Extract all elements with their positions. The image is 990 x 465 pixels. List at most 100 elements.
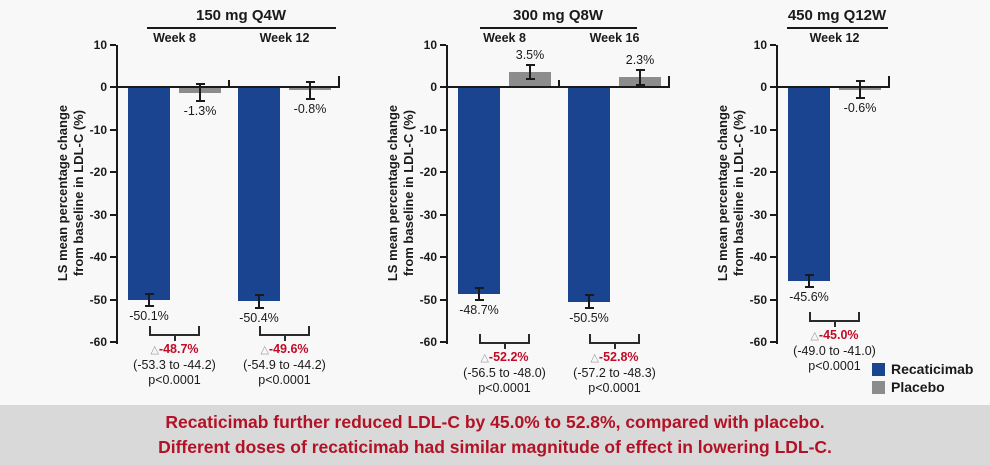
panel-150-mg-q4w-title: 150 mg Q4W bbox=[195, 7, 287, 24]
panel-300-mg-q8w-y-tick bbox=[440, 128, 446, 131]
panel-450-mg-q12w-bracket-end bbox=[858, 312, 860, 320]
panel-450-mg-q12w-placebo-error-cap bbox=[855, 97, 865, 100]
panel-150-mg-q4w-y-tick bbox=[110, 256, 116, 258]
panel-300-mg-q8w-y-tick bbox=[440, 86, 446, 88]
panel-450-mg-q12w-bracket-end bbox=[809, 312, 811, 320]
panel-150-mg-q4w-bracket-end bbox=[198, 326, 200, 334]
panel-300-mg-q8w-y-tick-label: -30 bbox=[419, 207, 437, 222]
panel-150-mg-q4w-y-axis-title: LS mean percentage change from baseline i… bbox=[55, 104, 86, 282]
panel-450-mg-q12w-recaticimab-error-cap bbox=[804, 273, 814, 276]
panel-450-mg-q12w-y-tick-label: -10 bbox=[749, 122, 767, 137]
panel-150-mg-q4w-bracket-end bbox=[308, 326, 310, 334]
panel-450-mg-q12w-y-tick-label: -40 bbox=[749, 250, 767, 264]
open-triangle-delta-icon: △ bbox=[480, 352, 489, 364]
panel-150-mg-q4w-bracket-end bbox=[259, 326, 261, 334]
panel-300-mg-q8w-week-label: Week 8 bbox=[483, 31, 526, 45]
panel-150-mg-q4w-bar-recaticimab bbox=[128, 88, 170, 300]
panel-450-mg-q12w-y-tick-label: 0 bbox=[760, 80, 767, 94]
panel-150-mg-q4w-placebo-error-bar bbox=[199, 84, 201, 102]
panel-300-mg-q8w-recaticimab-value-label: -50.5% bbox=[569, 311, 609, 325]
panel-150-mg-q4w-bracket-end bbox=[149, 326, 151, 334]
panel-150-mg-q4w-y-tick bbox=[110, 86, 116, 88]
panel-300-mg-q8w-zero-baseline bbox=[448, 86, 670, 88]
panel-150-mg-q4w-y-tick-label: 10 bbox=[93, 37, 107, 52]
panel-300-mg-q8w-y-tick bbox=[440, 213, 446, 216]
panel-150-mg-q4w-placebo-error-cap bbox=[305, 97, 315, 100]
panel-150-mg-q4w-difference-annotation: △-49.6% (-54.9 to -44.2) p<0.0001 bbox=[243, 342, 326, 387]
panel-300-mg-q8w-y-tick-label: 0 bbox=[430, 80, 437, 94]
panel-150-mg-q4w-recaticimab-error-cap bbox=[144, 292, 154, 295]
panel-450-mg-q12w-y-tick-label: -20 bbox=[749, 165, 767, 179]
panel-150-mg-q4w-recaticimab-error-bar bbox=[148, 293, 150, 307]
panel-450-mg-q12w-y-tick bbox=[770, 341, 776, 343]
panel-450-mg-q12w-title-underline bbox=[787, 27, 888, 29]
panel-450-mg-q12w-title: 450 mg Q12W bbox=[787, 7, 887, 24]
panel-450-mg-q12w-zero-baseline bbox=[778, 86, 890, 88]
panel-150-mg-q4w-bracket-pointer bbox=[283, 334, 286, 341]
panel-300-mg-q8w-y-tick bbox=[440, 43, 446, 46]
panel-150-mg-q4w-group-separator-tick bbox=[228, 80, 230, 86]
panel-300-mg-q8w-recaticimab-error-cap bbox=[584, 307, 594, 309]
panel-450-mg-q12w-bracket-pointer bbox=[833, 320, 836, 327]
panel-300-mg-q8w-y-tick bbox=[440, 341, 446, 343]
panel-150-mg-q4w-y-tick bbox=[110, 43, 116, 46]
panel-300-mg-q8w-recaticimab-value-label: -48.7% bbox=[459, 302, 499, 317]
panel-300-mg-q8w-bar-recaticimab bbox=[458, 88, 500, 294]
panel-150-mg-q4w-y-tick bbox=[110, 213, 116, 216]
panel-150-mg-q4w-axis-end-tick bbox=[338, 76, 340, 86]
summary-line-2: Different doses of recaticimab had simil… bbox=[158, 437, 832, 457]
panel-450-mg-q12w-y-tick bbox=[770, 128, 776, 131]
recaticimab-swatch-icon bbox=[872, 362, 885, 376]
panel-300-mg-q8w-y-axis-title: LS mean percentage change from baseline i… bbox=[385, 104, 416, 282]
panel-150-mg-q4w-y-tick-label: -40 bbox=[89, 250, 107, 264]
panel-450-mg-q12w-y-tick bbox=[770, 43, 776, 46]
panel-150-mg-q4w-y-tick-label: -50 bbox=[89, 292, 107, 307]
panel-150-mg-q4w-placebo-error-cap bbox=[305, 80, 315, 83]
panel-150-mg-q4w-y-tick bbox=[110, 171, 116, 173]
panel-150-mg-q4w-recaticimab-error-cap bbox=[254, 306, 264, 309]
panel-300-mg-q8w-y-tick bbox=[440, 256, 446, 258]
legend: Recaticimab Placebo bbox=[872, 360, 973, 396]
panel-450-mg-q12w-y-tick bbox=[770, 298, 776, 301]
panel-150-mg-q4w-bracket-pointer bbox=[173, 334, 176, 341]
panel-150-mg-q4w-recaticimab-error-bar bbox=[258, 294, 260, 308]
panel-300-mg-q8w-title-underline bbox=[480, 27, 637, 29]
panel-450-mg-q12w-y-tick-label: 10 bbox=[753, 37, 767, 52]
panel-450-mg-q12w-recaticimab-value-label: -45.6% bbox=[789, 289, 829, 304]
panel-300-mg-q8w-bracket-pointer bbox=[613, 342, 616, 349]
legend-item-placebo: Placebo bbox=[872, 378, 973, 396]
panel-450-mg-q12w-y-tick-label: -60 bbox=[749, 335, 767, 349]
panel-150-mg-q4w-week-label: Week 8 bbox=[153, 31, 196, 45]
panel-150-mg-q4w-y-tick bbox=[110, 128, 116, 131]
panel-300-mg-q8w-difference-annotation: △-52.8% (-57.2 to -48.3) p<0.0001 bbox=[573, 350, 656, 395]
panel-300-mg-q8w-recaticimab-error-cap bbox=[584, 294, 594, 297]
open-triangle-delta-icon: △ bbox=[810, 330, 819, 342]
legend-item-recaticimab: Recaticimab bbox=[872, 360, 973, 378]
panel-450-mg-q12w-placebo-error-cap bbox=[855, 80, 865, 83]
panel-300-mg-q8w-placebo-error-cap bbox=[635, 83, 645, 86]
panel-450-mg-q12w-bar-recaticimab bbox=[788, 88, 830, 281]
panel-150-mg-q4w-recaticimab-value-label: -50.1% bbox=[129, 309, 169, 324]
open-triangle-delta-icon: △ bbox=[150, 344, 159, 356]
panel-150-mg-q4w-y-tick bbox=[110, 298, 116, 301]
summary-banner: Recaticimab further reduced LDL-C by 45.… bbox=[0, 405, 990, 465]
panel-450-mg-q12w-y-tick-label: -50 bbox=[749, 292, 767, 307]
legend-label-placebo: Placebo bbox=[891, 379, 945, 395]
panel-300-mg-q8w-y-tick-label: -60 bbox=[419, 335, 437, 349]
panel-300-mg-q8w-y-tick-label: 10 bbox=[423, 37, 437, 52]
panel-450-mg-q12w-recaticimab-error-cap bbox=[804, 285, 814, 288]
panel-150-mg-q4w-zero-baseline bbox=[118, 86, 340, 88]
panel-450-mg-q12w-y-tick-label: -30 bbox=[749, 207, 767, 222]
panel-450-mg-q12w-y-tick bbox=[770, 213, 776, 216]
panel-300-mg-q8w-group-separator-tick bbox=[558, 80, 560, 86]
panel-300-mg-q8w-bracket-end bbox=[479, 334, 481, 342]
panel-300-mg-q8w-y-tick bbox=[440, 171, 446, 173]
panel-300-mg-q8w-y-tick-label: -40 bbox=[419, 250, 437, 264]
panel-150-mg-q4w-y-tick-label: -10 bbox=[89, 122, 107, 137]
panel-300-mg-q8w-y-tick bbox=[440, 298, 446, 301]
panel-300-mg-q8w-placebo-error-bar bbox=[529, 64, 531, 80]
panel-300-mg-q8w-recaticimab-error-bar bbox=[588, 295, 590, 308]
panel-300-mg-q8w-axis-end-tick bbox=[668, 76, 670, 86]
panel-450-mg-q12w-axis-end-tick bbox=[888, 76, 890, 86]
